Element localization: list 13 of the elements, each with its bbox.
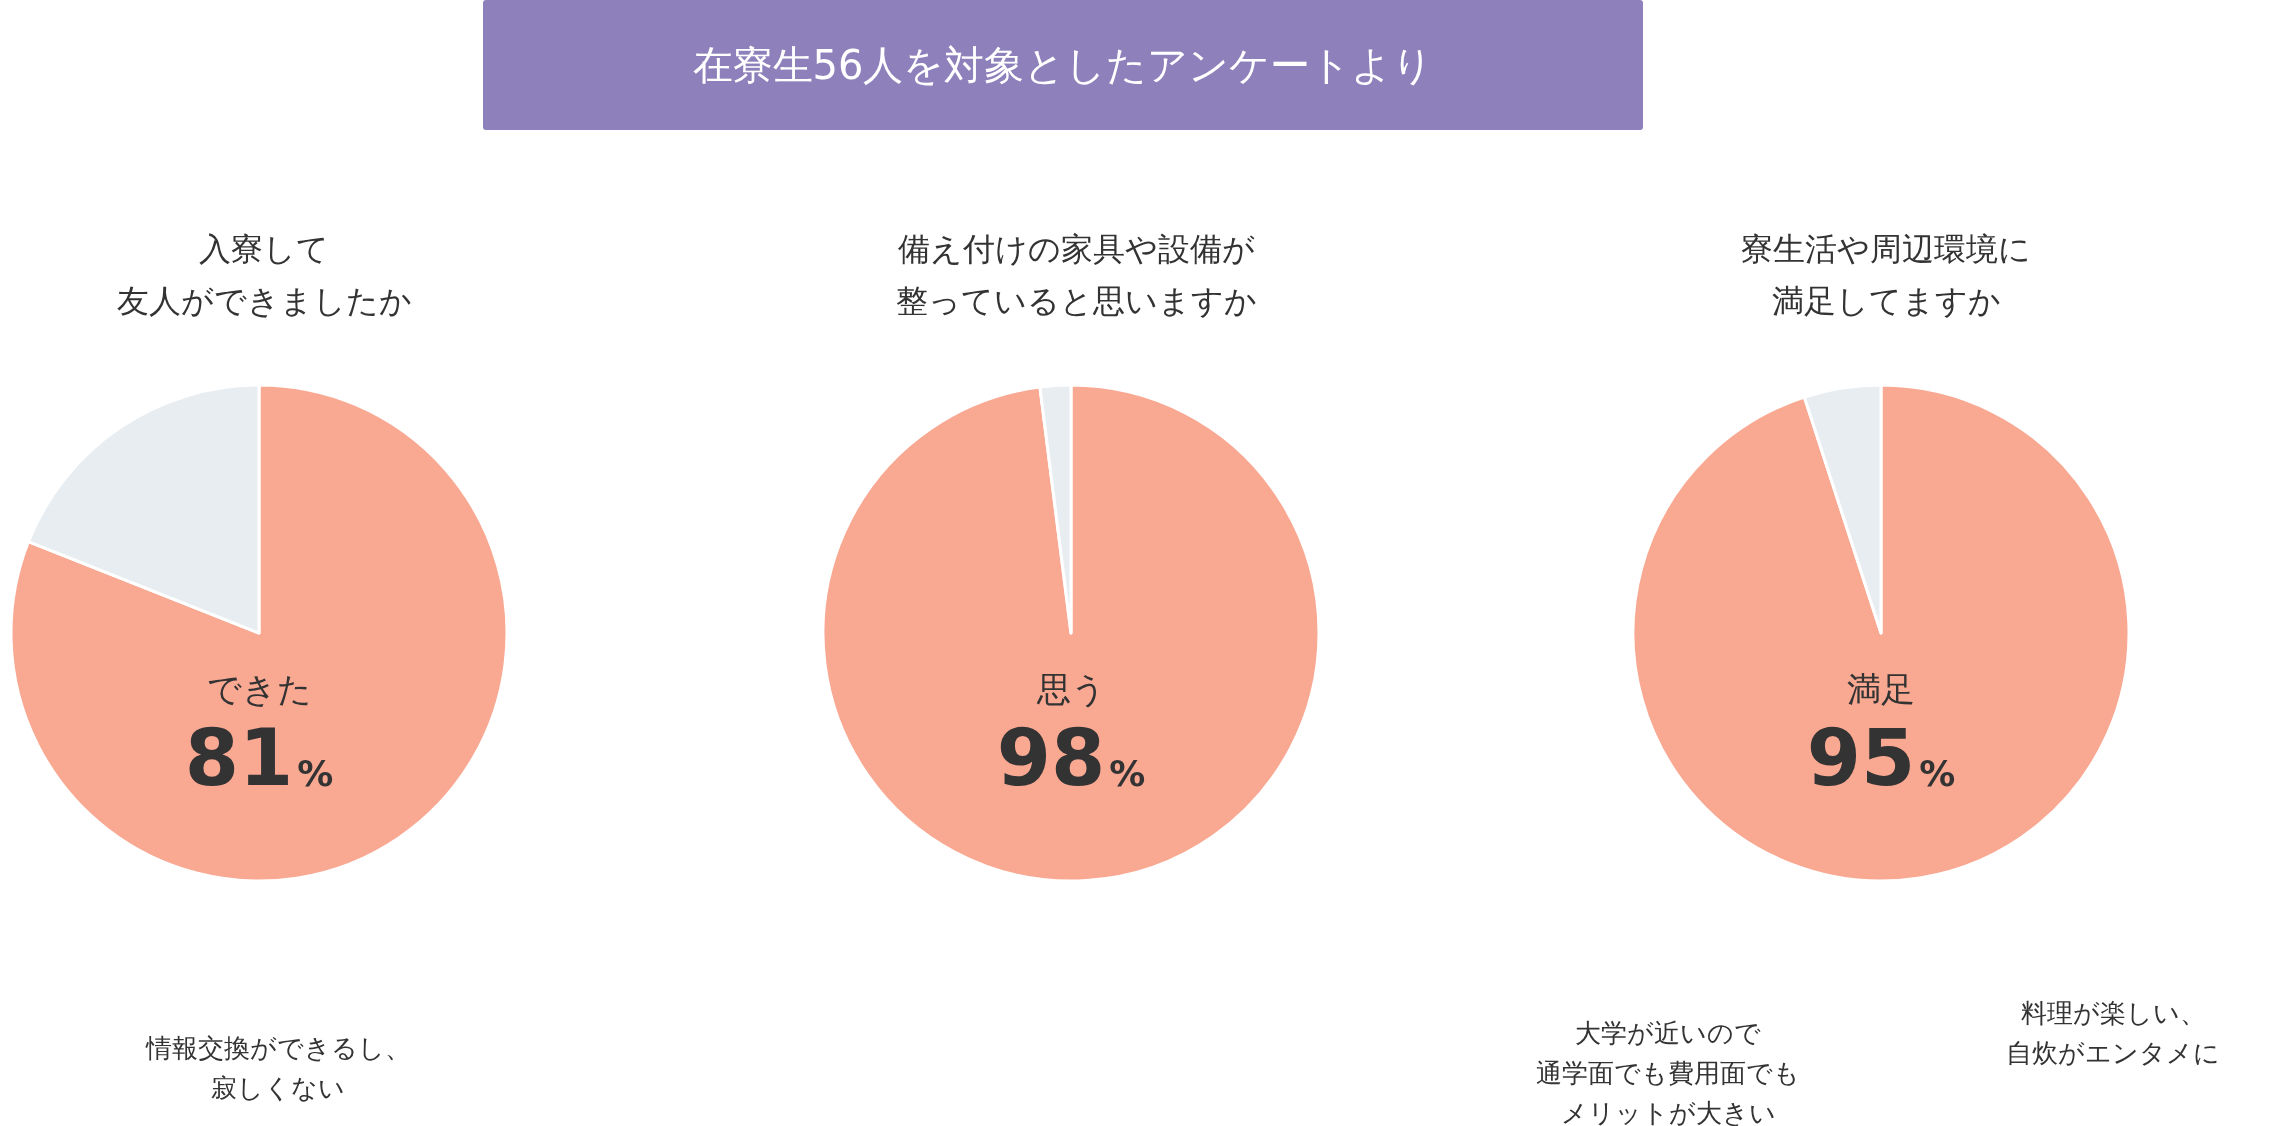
text: 在寮生56人を対象としたアンケートより xyxy=(483,0,1643,130)
slice-label: できた xyxy=(206,669,312,709)
chart-title: 入寮して友人ができましたか xyxy=(116,230,412,320)
slice-label: 思う xyxy=(1035,669,1106,709)
chart-title: 寮生活や周辺環境に満足してますか xyxy=(1741,230,2031,320)
text: 大学が近いので通学面でも費用面でもメリットが大きい xyxy=(1536,1018,1800,1126)
chart-title: 備え付けの家具や設備が整っていると思いますか xyxy=(895,230,1257,320)
data-label: 98% xyxy=(996,713,1146,803)
text: 情報交換ができるし、寂しくない xyxy=(144,1033,411,1103)
slice-label: 満足 xyxy=(1847,669,1915,709)
data-label: 81% xyxy=(184,713,334,803)
data-label: 95% xyxy=(1806,713,1956,803)
text: 料理が楽しい、自炊がエンタメに xyxy=(2006,998,2220,1068)
